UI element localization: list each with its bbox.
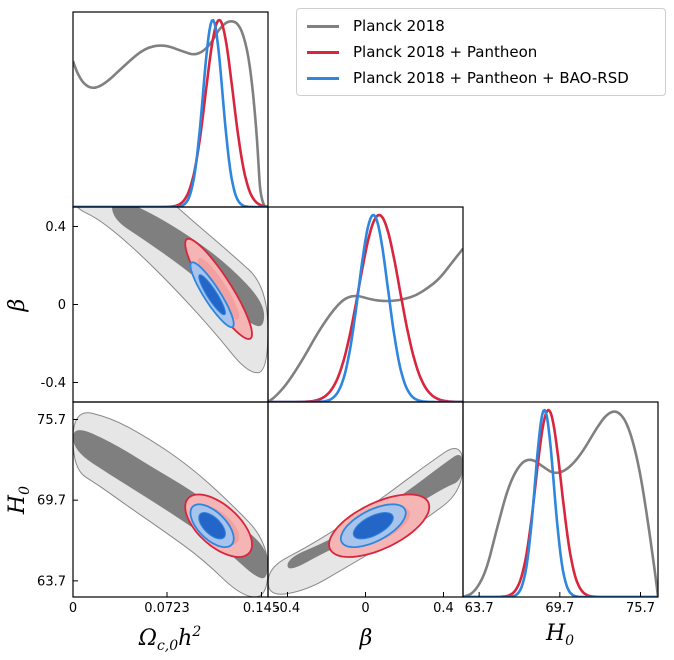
marginal-H0-series-0 — [463, 410, 658, 597]
xtick-label-H0-1: 69.7 — [545, 601, 574, 616]
panel-omega-beta — [76, 207, 268, 374]
xlabel-H0: H0 — [545, 621, 574, 649]
legend: Planck 2018 Planck 2018 + Pantheon Planc… — [296, 8, 666, 96]
xtick-label-H0-0: 63.7 — [465, 601, 494, 616]
contour68-beta-H0-series-2 — [352, 512, 394, 540]
xlabel-omega: Ωc,0h2 — [138, 624, 202, 654]
legend-swatch-planck — [307, 24, 339, 28]
legend-entry-planck: Planck 2018 — [307, 13, 655, 39]
panel-beta-H0 — [268, 448, 463, 595]
legend-label-bao-rsd: Planck 2018 + Pantheon + BAO-RSD — [353, 69, 629, 87]
ytick-label-beta-1: 0 — [58, 298, 66, 313]
ytick-label-beta-2: 0.4 — [45, 220, 66, 235]
contour95-omega-beta-series-0 — [76, 207, 268, 374]
xtick-label-omega-0: 0 — [69, 601, 77, 616]
xtick-label-beta-1: 0 — [361, 601, 369, 616]
legend-entry-bao-rsd: Planck 2018 + Pantheon + BAO-RSD — [307, 65, 655, 91]
marginal-omega — [73, 18, 268, 207]
marginal-omega-series-0 — [73, 20, 268, 207]
marginal-beta-series-2 — [268, 213, 463, 402]
marginal-H0 — [463, 408, 658, 597]
legend-swatch-bao-rsd — [307, 76, 339, 80]
marginal-beta — [268, 213, 463, 402]
marginal-omega-series-2 — [73, 18, 268, 207]
xlabel-beta: β — [359, 626, 373, 651]
ytick-label-H0-1: 69.7 — [37, 494, 66, 509]
xtick-label-omega-2: 0.145 — [243, 601, 280, 616]
legend-label-pantheon: Planck 2018 + Pantheon — [353, 43, 538, 61]
legend-label-planck: Planck 2018 — [353, 17, 445, 35]
legend-swatch-pantheon — [307, 50, 339, 54]
ytick-label-H0-2: 75.7 — [37, 413, 66, 428]
contour68-omega-beta-series-2 — [198, 274, 226, 316]
panel-frame-0-0 — [72, 11, 269, 208]
marginal-H0-series-2 — [463, 408, 658, 597]
ytick-label-beta-0: -0.4 — [41, 376, 66, 391]
panel-frame-2-2 — [462, 401, 659, 598]
ylabel-H0: H0 — [5, 486, 33, 515]
ytick-label-H0-0: 63.7 — [37, 574, 66, 589]
marginal-beta-series-0 — [268, 247, 463, 402]
xtick-label-beta-2: 0.4 — [433, 601, 454, 616]
legend-entry-pantheon: Planck 2018 + Pantheon — [307, 39, 655, 65]
ylabel-beta: β — [5, 299, 30, 313]
contour68-omega-H0-series-2 — [198, 512, 226, 540]
panel-omega-H0 — [73, 412, 268, 597]
xtick-label-beta-0: -0.4 — [275, 601, 300, 616]
xtick-label-H0-2: 75.7 — [626, 601, 655, 616]
xtick-label-omega-1: 0.0723 — [144, 601, 190, 616]
marginal-H0-series-1 — [463, 408, 658, 597]
